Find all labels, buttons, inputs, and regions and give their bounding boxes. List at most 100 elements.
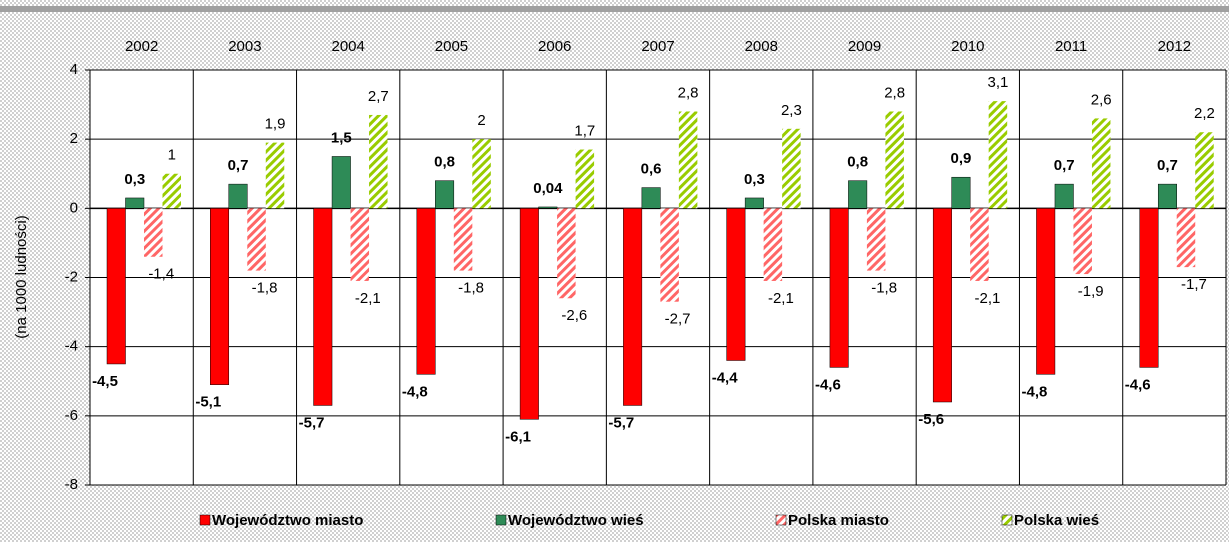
top-rule bbox=[0, 6, 1229, 12]
data-label: -4,8 bbox=[1022, 383, 1048, 400]
bar bbox=[623, 208, 643, 406]
data-label: -5,6 bbox=[918, 411, 944, 428]
data-label: 1,7 bbox=[574, 123, 595, 140]
data-label: -5,1 bbox=[195, 394, 221, 411]
data-label: 2,2 bbox=[1194, 105, 1215, 122]
legend-label: Polska miasto bbox=[788, 512, 889, 529]
data-label: 0,7 bbox=[1054, 157, 1075, 174]
x-tick-label: 2009 bbox=[848, 38, 881, 55]
x-tick-label: 2002 bbox=[125, 38, 158, 55]
bar bbox=[1036, 208, 1056, 375]
bar bbox=[932, 208, 952, 403]
bar bbox=[106, 208, 126, 365]
y-tick-label: 4 bbox=[70, 61, 78, 78]
y-tick-label: 0 bbox=[70, 199, 78, 216]
y-tick-label: 2 bbox=[70, 130, 78, 147]
bar bbox=[1157, 183, 1177, 209]
y-tick-label: -4 bbox=[65, 338, 78, 355]
data-label: 0,3 bbox=[744, 171, 765, 188]
bar bbox=[435, 180, 455, 209]
bar bbox=[247, 208, 266, 271]
data-label: 0,04 bbox=[533, 180, 563, 197]
data-label: -6,1 bbox=[505, 428, 531, 445]
data-label: 0,7 bbox=[228, 157, 249, 174]
legend-label: Polska wieś bbox=[1014, 512, 1099, 529]
data-label: -1,8 bbox=[871, 280, 897, 297]
y-tick-label: -8 bbox=[65, 476, 78, 493]
bar bbox=[829, 208, 849, 368]
bar bbox=[538, 206, 558, 209]
data-label: -4,4 bbox=[712, 369, 739, 386]
data-label: 0,8 bbox=[434, 154, 455, 171]
data-label: -2,6 bbox=[561, 307, 587, 324]
bar bbox=[519, 208, 539, 420]
bar bbox=[228, 183, 248, 209]
data-label: 2,8 bbox=[678, 84, 699, 101]
data-label: -4,6 bbox=[1125, 376, 1151, 393]
data-label: -2,1 bbox=[768, 290, 794, 307]
data-label: -1,8 bbox=[252, 280, 278, 297]
y-axis-label: (na 1000 ludności) bbox=[13, 215, 30, 338]
data-label: 0,3 bbox=[124, 171, 145, 188]
data-label: -2,7 bbox=[665, 311, 691, 328]
bar bbox=[331, 156, 351, 209]
data-label: -2,1 bbox=[355, 290, 381, 307]
legend-swatch bbox=[495, 514, 507, 526]
legend-swatch bbox=[199, 514, 211, 526]
x-tick-label: 2005 bbox=[435, 38, 468, 55]
bar bbox=[744, 197, 764, 209]
x-tick-label: 2003 bbox=[228, 38, 261, 55]
bar bbox=[1091, 118, 1111, 209]
bar bbox=[988, 101, 1008, 209]
bar bbox=[782, 128, 801, 209]
x-tick-label: 2006 bbox=[538, 38, 571, 55]
data-label: 2,6 bbox=[1091, 91, 1112, 108]
bar bbox=[970, 208, 989, 281]
data-label: 1,9 bbox=[265, 116, 286, 133]
bar bbox=[1176, 208, 1196, 268]
bar bbox=[726, 208, 746, 361]
x-tick-label: 2007 bbox=[641, 38, 674, 55]
data-label: 2,3 bbox=[781, 102, 802, 119]
data-label: 3,1 bbox=[988, 74, 1009, 91]
data-label: 1,5 bbox=[331, 129, 352, 146]
data-label: 0,9 bbox=[951, 150, 972, 167]
data-label: 1 bbox=[168, 147, 176, 164]
bar bbox=[557, 208, 576, 299]
data-label: -1,8 bbox=[458, 280, 484, 297]
bar bbox=[369, 114, 388, 209]
x-tick-label: 2004 bbox=[331, 38, 364, 55]
x-tick-label: 2011 bbox=[1055, 38, 1087, 55]
bar bbox=[1139, 208, 1159, 368]
bar bbox=[763, 208, 783, 281]
data-label: -1,4 bbox=[148, 266, 174, 283]
data-label: -2,1 bbox=[975, 290, 1001, 307]
x-tick-label: 2010 bbox=[951, 38, 984, 55]
bar bbox=[162, 173, 181, 209]
data-label: 0,8 bbox=[847, 154, 868, 171]
legend-label: Województwo miasto bbox=[212, 512, 363, 529]
y-tick-label: -6 bbox=[65, 407, 78, 424]
bar bbox=[885, 111, 904, 209]
data-label: -1,9 bbox=[1078, 283, 1104, 300]
bar bbox=[678, 111, 698, 209]
bar bbox=[848, 180, 868, 209]
data-label: 2,7 bbox=[368, 88, 389, 105]
bar bbox=[472, 139, 491, 209]
data-label: -5,7 bbox=[608, 414, 634, 431]
bar bbox=[144, 208, 163, 257]
data-label: 2,8 bbox=[884, 84, 905, 101]
bar bbox=[1073, 208, 1092, 275]
data-label: -4,5 bbox=[92, 373, 118, 390]
data-label: -4,8 bbox=[402, 383, 428, 400]
bar bbox=[313, 208, 333, 406]
data-label: -5,7 bbox=[299, 414, 325, 431]
data-label: 0,7 bbox=[1157, 157, 1178, 174]
bar bbox=[641, 187, 661, 209]
data-label: 2 bbox=[477, 112, 485, 129]
legend-swatch bbox=[1001, 514, 1013, 526]
bar bbox=[575, 149, 595, 209]
bar bbox=[210, 208, 230, 385]
bar bbox=[350, 208, 370, 281]
